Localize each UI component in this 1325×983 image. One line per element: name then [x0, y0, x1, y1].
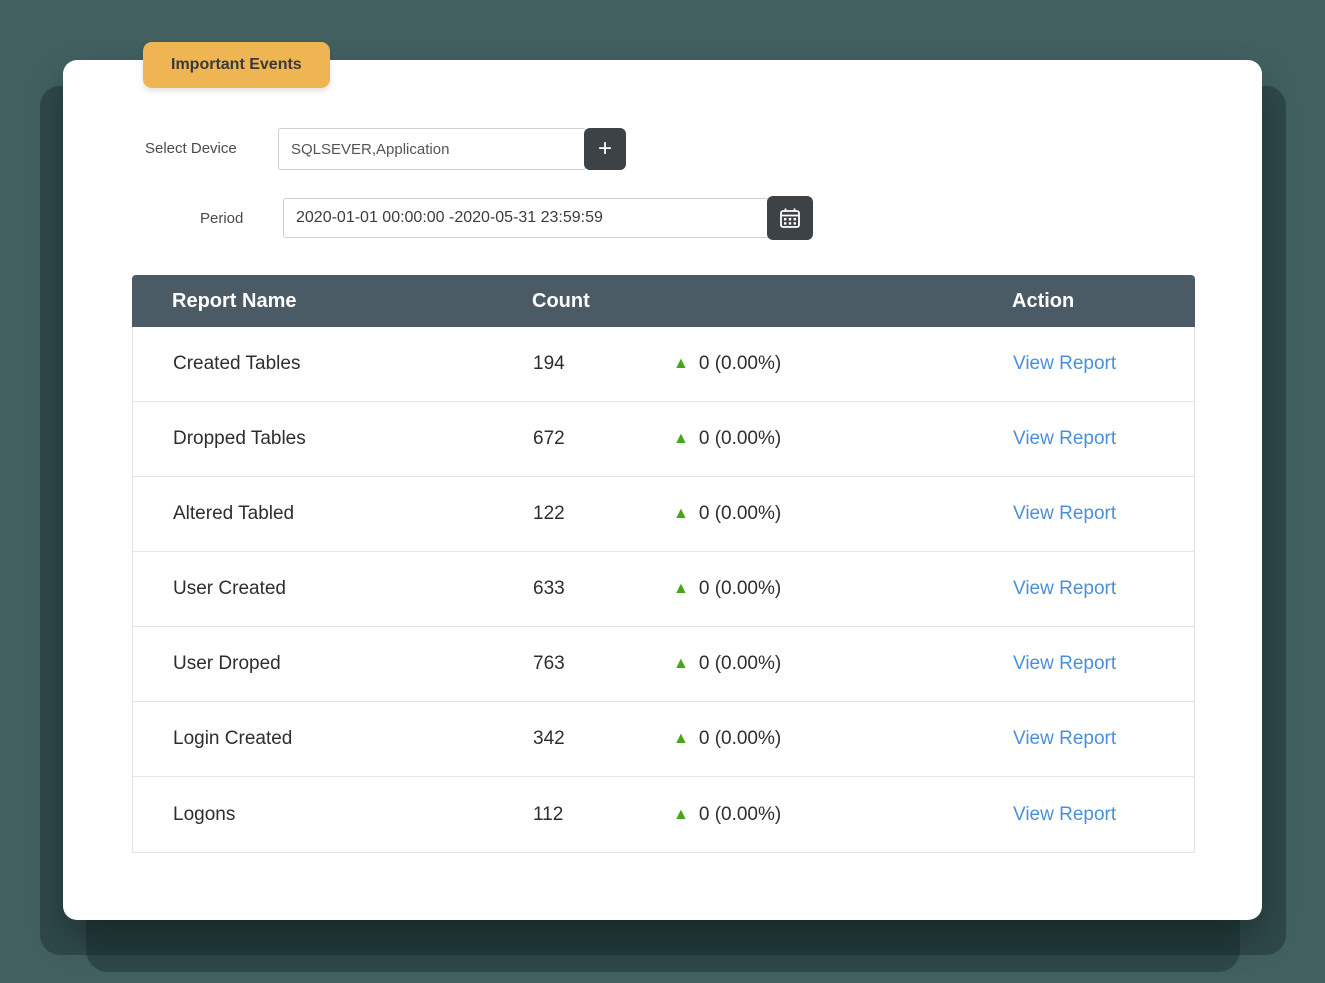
- view-report-link[interactable]: View Report: [1013, 503, 1117, 524]
- count-cell: 122: [533, 503, 565, 524]
- trend-up-icon: ▲: [673, 655, 689, 672]
- header-action: Action: [1012, 289, 1075, 312]
- count-cell: 672: [533, 428, 565, 449]
- view-report-link[interactable]: View Report: [1013, 428, 1117, 449]
- header-report-name: Report Name: [172, 289, 297, 312]
- add-device-button[interactable]: +: [584, 128, 626, 170]
- report-name-cell: Altered Tabled: [173, 503, 295, 524]
- trend-cell: ▲ 0 (0.00%): [673, 353, 1013, 375]
- important-events-panel: Important Events Select Device + Period …: [63, 42, 1262, 920]
- report-name-cell: Dropped Tables: [173, 428, 306, 449]
- calendar-button[interactable]: [767, 196, 813, 240]
- trend-cell: ▲ 0 (0.00%): [673, 578, 1013, 600]
- trend-up-icon: ▲: [673, 505, 689, 522]
- table-row: Dropped Tables 672 ▲ 0 (0.00%) View Repo…: [133, 402, 1194, 477]
- view-report-link[interactable]: View Report: [1013, 653, 1117, 674]
- report-name-cell: User Created: [173, 578, 286, 599]
- count-cell: 763: [533, 653, 565, 674]
- trend-value: 0 (0.00%): [698, 503, 782, 524]
- table-row: Altered Tabled 122 ▲ 0 (0.00%) View Repo…: [133, 477, 1194, 552]
- report-name-cell: Login Created: [173, 728, 293, 749]
- trend-cell: ▲ 0 (0.00%): [673, 503, 1013, 525]
- view-report-link[interactable]: View Report: [1013, 578, 1117, 599]
- trend-value: 0 (0.00%): [698, 803, 782, 825]
- count-cell: 342: [533, 728, 565, 749]
- count-cell: 194: [533, 353, 565, 374]
- period-input[interactable]: [283, 198, 769, 238]
- trend-cell: ▲ 0 (0.00%): [673, 428, 1013, 450]
- report-name-cell: Created Tables: [173, 353, 301, 374]
- table-row: User Droped 763 ▲ 0 (0.00%) View Report: [133, 627, 1194, 702]
- trend-value: 0 (0.00%): [698, 428, 782, 449]
- table-body: Created Tables 194 ▲ 0 (0.00%) View Repo…: [132, 327, 1195, 853]
- count-cell: 633: [533, 578, 565, 599]
- period-label: Period: [200, 210, 244, 227]
- trend-up-icon: ▲: [673, 580, 689, 597]
- tab-important-events[interactable]: Important Events: [143, 42, 330, 88]
- header-count: Count: [532, 289, 590, 312]
- table-row: Logons 112 ▲ 0 (0.00%) View Report: [133, 777, 1194, 852]
- trend-value: 0 (0.00%): [698, 353, 782, 374]
- select-device-label: Select Device: [145, 140, 237, 157]
- table-row: User Created 633 ▲ 0 (0.00%) View Report: [133, 552, 1194, 627]
- trend-up-icon: ▲: [673, 430, 689, 447]
- view-report-link[interactable]: View Report: [1013, 353, 1117, 374]
- report-name-cell: User Droped: [173, 653, 281, 674]
- trend-cell: ▲ 0 (0.00%): [673, 804, 1013, 826]
- trend-up-icon: ▲: [673, 730, 689, 747]
- table-row: Login Created 342 ▲ 0 (0.00%) View Repor…: [133, 702, 1194, 777]
- device-input[interactable]: [278, 128, 586, 170]
- table-header-row: Report Name Count Action: [132, 275, 1195, 327]
- trend-value: 0 (0.00%): [698, 653, 782, 674]
- trend-cell: ▲ 0 (0.00%): [673, 653, 1013, 675]
- calendar-icon: [779, 207, 801, 229]
- trend-up-icon: ▲: [673, 355, 689, 372]
- report-name-cell: Logons: [173, 803, 236, 825]
- reports-table: Report Name Count Action Created Tables …: [132, 275, 1195, 853]
- trend-value: 0 (0.00%): [698, 728, 782, 749]
- trend-value: 0 (0.00%): [698, 578, 782, 599]
- view-report-link[interactable]: View Report: [1013, 728, 1117, 749]
- view-report-link[interactable]: View Report: [1013, 803, 1117, 825]
- trend-cell: ▲ 0 (0.00%): [673, 728, 1013, 750]
- table-row: Created Tables 194 ▲ 0 (0.00%) View Repo…: [133, 327, 1194, 402]
- trend-up-icon: ▲: [673, 805, 689, 823]
- count-cell: 112: [533, 803, 564, 825]
